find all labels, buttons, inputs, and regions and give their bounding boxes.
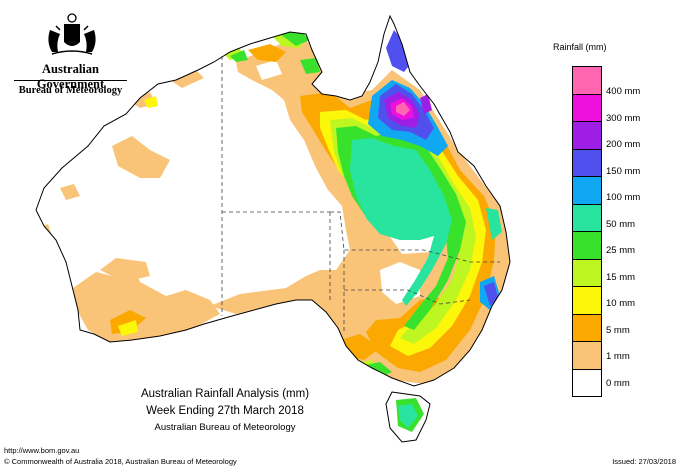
legend-label: 5 mm [606, 324, 630, 336]
legend-swatch [572, 286, 602, 314]
legend-swatch [572, 258, 602, 286]
legend-swatch [572, 148, 602, 176]
legend-swatch [572, 341, 602, 369]
legend-label: 15 mm [606, 271, 636, 283]
legend-label: 100 mm [606, 192, 641, 203]
legend-swatch [572, 203, 602, 231]
legend-label: 400 mm [606, 86, 641, 97]
legend-swatch [572, 313, 602, 341]
map-source: Australian Bureau of Meteorology [154, 422, 296, 433]
coat-of-arms-icon [48, 13, 96, 55]
legend-label: 1 mm [606, 351, 630, 362]
legend-swatch [572, 176, 602, 204]
legend-label: 200 mm [606, 139, 641, 150]
legend-swatch [572, 121, 602, 149]
legend-label: 0 mm [606, 377, 630, 389]
legend-label: 50 mm [606, 218, 636, 230]
legend-label: 25 mm [606, 245, 636, 256]
legend-swatch [572, 93, 602, 121]
government-logo: Australian Government Bureau of Meteorol… [8, 8, 133, 103]
map-title: Australian Rainfall Analysis (mm) [140, 388, 310, 400]
legend-swatch [572, 368, 602, 397]
website-link[interactable]: http://www.bom.gov.au [4, 446, 80, 455]
bureau-title: Bureau of Meteorology [18, 85, 123, 96]
copyright-text: © Commonwealth of Australia 2018, Austra… [4, 457, 237, 466]
legend-label: 300 mm [606, 112, 641, 124]
legend-swatch [572, 231, 602, 259]
legend-label: 10 mm [606, 298, 636, 309]
legend-swatch [572, 66, 602, 94]
legend-title: Rainfall (mm) [553, 42, 607, 52]
title-divider [14, 80, 127, 81]
issued-date: Issued: 27/03/2018 [612, 457, 676, 466]
legend-colorbar [572, 66, 602, 397]
legend-label: 150 mm [606, 165, 641, 177]
map-period: Week Ending 27th March 2018 [146, 405, 304, 417]
